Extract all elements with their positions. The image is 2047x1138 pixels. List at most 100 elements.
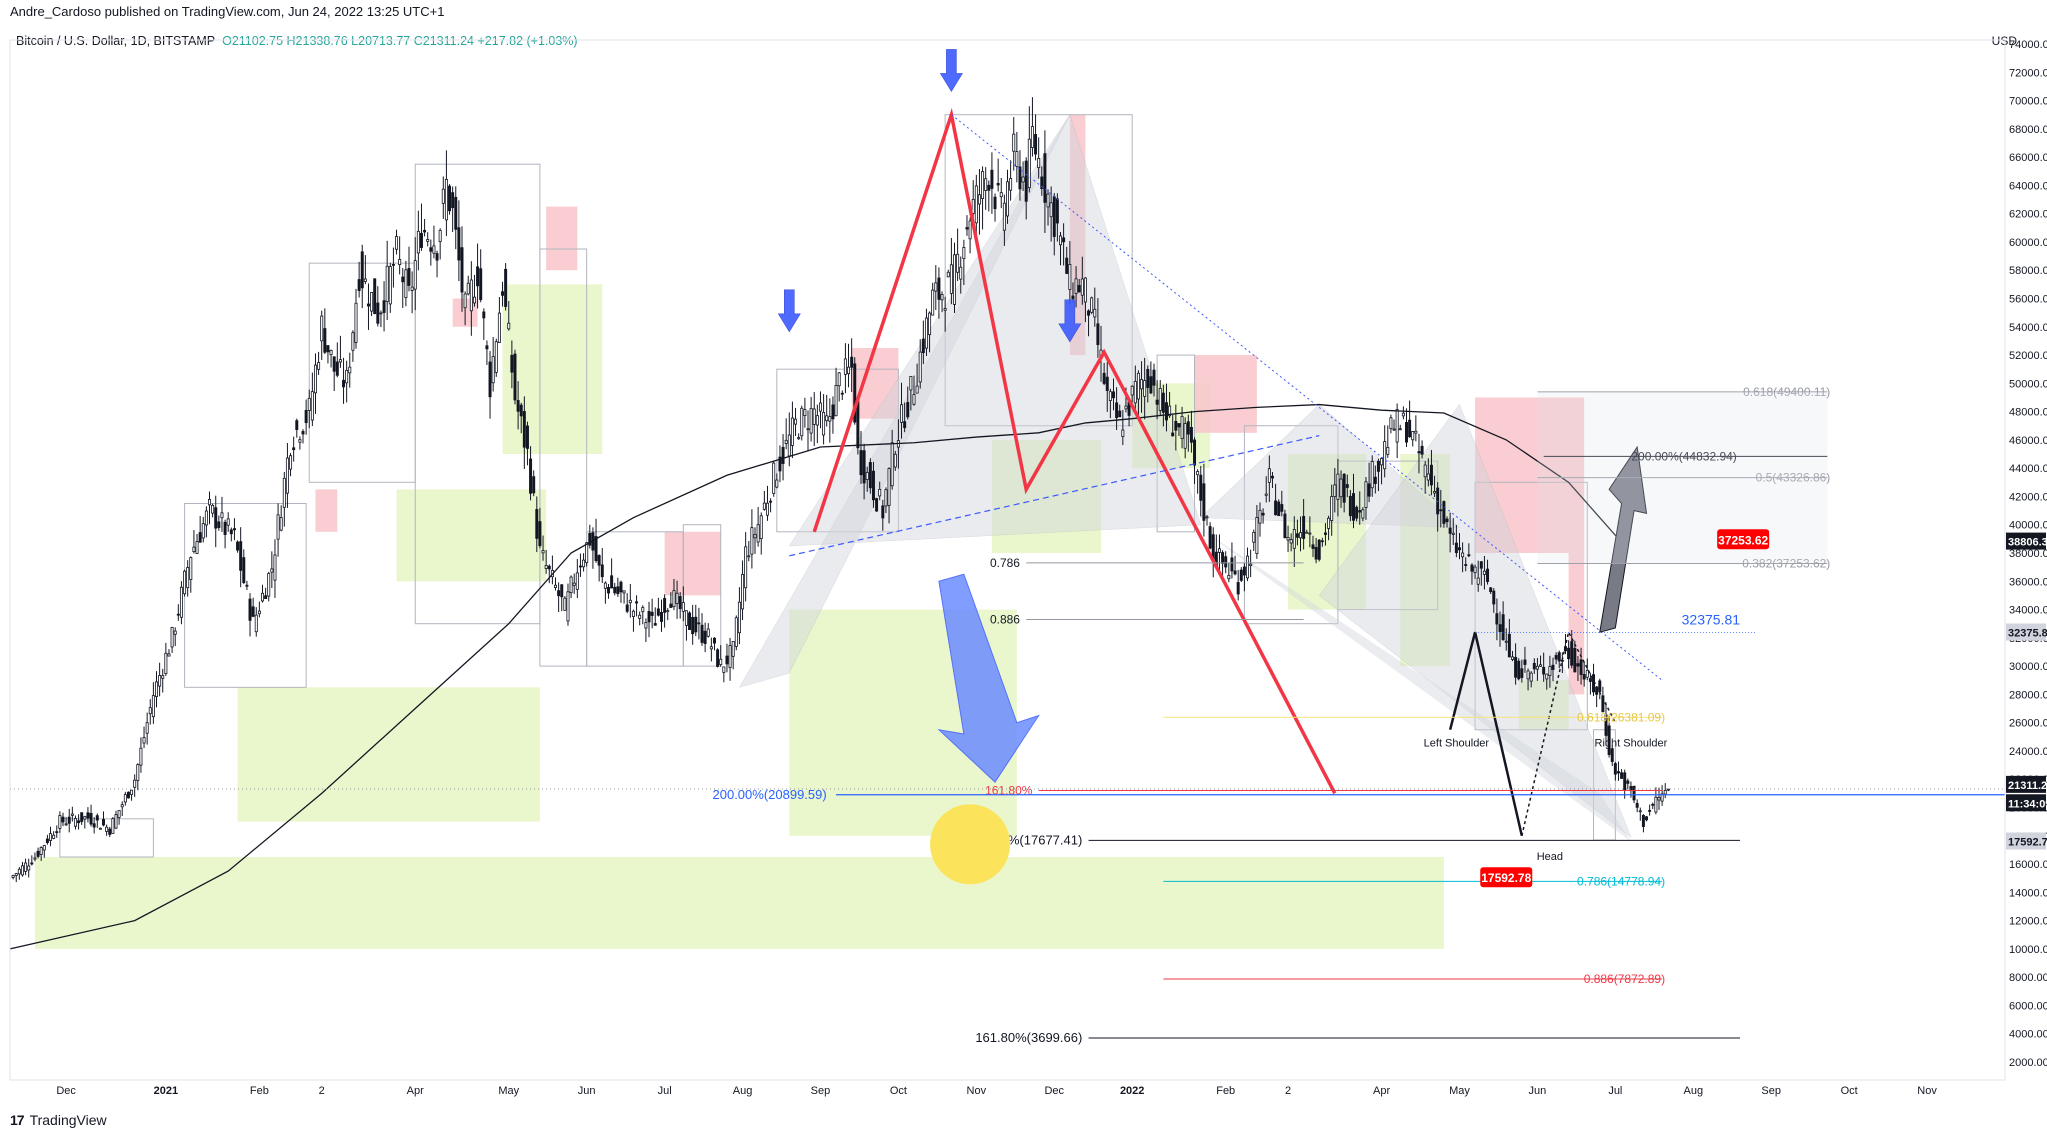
candle-body	[301, 431, 305, 435]
tradingview-footer[interactable]: 17 TradingView	[10, 1112, 107, 1128]
price-tag-17592-bg	[1480, 867, 1533, 888]
candle-body	[603, 582, 607, 589]
candle-body	[625, 604, 629, 612]
candle-body	[55, 831, 59, 834]
candle-body	[1230, 557, 1234, 572]
candle-body	[762, 502, 766, 510]
candle-body	[338, 359, 342, 363]
candle-body	[1199, 474, 1203, 501]
candle-body	[1286, 536, 1290, 541]
candle-body	[613, 586, 617, 594]
candle-body	[248, 598, 252, 621]
x-tick-label: 2	[1285, 1085, 1291, 1097]
candle-body	[532, 476, 536, 494]
candle-body	[1074, 278, 1078, 294]
candle-body	[1059, 235, 1062, 246]
candle-body	[158, 675, 162, 687]
candle-body	[566, 591, 570, 622]
candle-body	[1140, 379, 1144, 390]
ohlc-close: C21311.24	[413, 34, 474, 48]
candle-body	[1193, 439, 1197, 466]
candle-body	[1539, 664, 1543, 667]
candle-body	[753, 534, 757, 539]
y-tick-label: 2000.00	[2009, 1057, 2047, 1069]
candle-body	[660, 612, 663, 622]
range-box	[1337, 460, 1439, 611]
candle-body	[1077, 285, 1081, 293]
axis-layer: 74000.00 72000.00 70000.00 68000.00 66000.00…	[9, 39, 2047, 1097]
y-tick-label: 38000.00	[2009, 548, 2047, 560]
candle-body	[1458, 547, 1461, 551]
x-tick-label: Jun	[1529, 1085, 1547, 1097]
candle-body	[1323, 532, 1327, 535]
candle-body	[313, 364, 317, 394]
candle-body	[317, 362, 321, 370]
candle-body	[186, 567, 190, 589]
arrow-right-shoulder-icon	[1058, 299, 1082, 343]
candle-body	[700, 624, 704, 643]
candle-body	[638, 614, 642, 619]
candle-body	[45, 838, 49, 843]
candle-body	[1414, 430, 1418, 434]
candle-body	[279, 517, 283, 531]
candle-body	[1551, 664, 1555, 670]
candle-body	[1333, 484, 1337, 497]
candle-body	[1367, 483, 1371, 497]
candle-body	[52, 834, 56, 839]
candle-body	[544, 564, 548, 569]
candle-body	[572, 582, 576, 586]
candle-body	[1339, 478, 1343, 498]
candle-body	[435, 253, 439, 261]
candle-body	[1542, 666, 1546, 675]
axis-price-tag: 11:34:09	[2008, 798, 2047, 810]
harmonic-triangle	[1200, 404, 1461, 528]
candle-body	[1423, 464, 1427, 478]
arrow-left-shoulder-icon	[777, 289, 801, 333]
candle-body	[672, 590, 676, 608]
candle-body	[778, 456, 782, 472]
symbol-legend[interactable]: Bitcoin / U.S. Dollar, 1D, BITSTAMP O211…	[16, 34, 578, 48]
candle-body	[931, 289, 935, 316]
candle-body	[1610, 748, 1614, 762]
x-tick-label: Dec	[56, 1085, 76, 1097]
candle-body	[541, 550, 545, 554]
candle-body	[1445, 518, 1449, 523]
candle-body	[974, 185, 978, 224]
candle-body	[678, 596, 682, 610]
candle-body	[33, 857, 37, 860]
candle-body	[859, 450, 863, 476]
candle-body	[1305, 531, 1309, 534]
x-tick-label: 2021	[154, 1085, 178, 1097]
candle-body	[1598, 680, 1602, 692]
x-tick-label: Jun	[578, 1085, 596, 1097]
candle-body	[476, 266, 480, 287]
candle-body	[853, 363, 857, 423]
x-tick-label: Jul	[658, 1085, 672, 1097]
candle-body	[161, 675, 165, 679]
candle-body	[155, 681, 158, 697]
candle-body	[1314, 547, 1318, 560]
candle-body	[220, 512, 224, 519]
candle-body	[675, 592, 679, 604]
candle-body	[170, 627, 174, 648]
candle-body	[815, 415, 819, 426]
x-tick-label: 2022	[1120, 1085, 1144, 1097]
candle-body	[971, 198, 975, 214]
candle-body	[1620, 772, 1624, 779]
candle-body	[747, 555, 751, 558]
candle-body	[1358, 510, 1362, 513]
candle-body	[17, 868, 21, 875]
candle-body	[432, 245, 436, 254]
candle-body	[516, 400, 520, 412]
supply-zone	[1475, 397, 1585, 553]
candle-body	[242, 557, 246, 583]
candle-body	[183, 570, 187, 595]
candle-body	[840, 392, 844, 395]
candle-body	[123, 794, 127, 803]
candle-body	[460, 247, 464, 293]
candle-body	[578, 565, 582, 568]
candle-body	[320, 315, 324, 342]
candle-body	[635, 601, 639, 604]
candle-body	[1062, 237, 1066, 243]
